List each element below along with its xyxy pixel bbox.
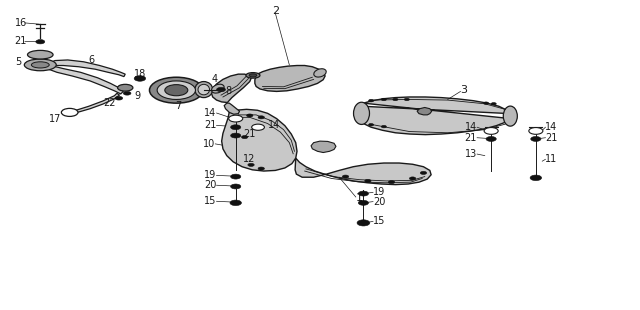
- Ellipse shape: [503, 106, 517, 126]
- Circle shape: [115, 96, 123, 100]
- Text: 15: 15: [373, 216, 385, 226]
- Text: 19: 19: [373, 187, 385, 197]
- Circle shape: [228, 115, 243, 122]
- Text: 13: 13: [465, 149, 477, 159]
- Text: 15: 15: [204, 196, 216, 206]
- Text: 10: 10: [203, 139, 215, 149]
- Ellipse shape: [353, 102, 369, 124]
- Polygon shape: [221, 109, 297, 171]
- Ellipse shape: [246, 73, 260, 78]
- Circle shape: [248, 163, 254, 166]
- Text: 12: 12: [243, 154, 256, 164]
- Circle shape: [157, 81, 195, 100]
- Text: 5: 5: [15, 57, 21, 67]
- Circle shape: [258, 116, 264, 119]
- Circle shape: [358, 191, 369, 196]
- Circle shape: [483, 102, 488, 104]
- Polygon shape: [211, 74, 251, 103]
- Text: 18: 18: [134, 69, 146, 79]
- Ellipse shape: [195, 82, 212, 98]
- Circle shape: [484, 127, 498, 134]
- Text: 21: 21: [204, 120, 216, 131]
- Text: 14: 14: [465, 122, 477, 132]
- Circle shape: [530, 175, 541, 181]
- Text: 19: 19: [204, 170, 216, 180]
- Text: 3: 3: [461, 85, 467, 95]
- Polygon shape: [255, 65, 325, 91]
- Circle shape: [404, 98, 410, 101]
- Ellipse shape: [198, 84, 209, 95]
- Circle shape: [357, 220, 370, 226]
- Polygon shape: [360, 97, 510, 135]
- Text: 21: 21: [465, 133, 477, 143]
- Circle shape: [230, 125, 241, 130]
- Circle shape: [230, 133, 241, 138]
- Text: 2: 2: [272, 6, 279, 16]
- Text: 21: 21: [545, 133, 558, 143]
- Circle shape: [150, 77, 203, 103]
- Circle shape: [369, 100, 374, 102]
- Circle shape: [258, 167, 264, 170]
- Circle shape: [529, 127, 543, 134]
- Circle shape: [420, 171, 427, 175]
- Circle shape: [410, 177, 416, 180]
- Text: 21: 21: [243, 129, 256, 139]
- Circle shape: [246, 114, 253, 117]
- Text: 14: 14: [204, 108, 216, 118]
- Polygon shape: [47, 64, 124, 94]
- Ellipse shape: [28, 51, 53, 59]
- Circle shape: [531, 136, 541, 141]
- Text: 22: 22: [103, 98, 115, 108]
- Circle shape: [216, 87, 225, 92]
- Circle shape: [491, 103, 496, 105]
- Text: 1: 1: [356, 193, 363, 203]
- Circle shape: [358, 200, 369, 205]
- Ellipse shape: [24, 59, 56, 71]
- Polygon shape: [311, 141, 336, 153]
- Circle shape: [230, 184, 241, 189]
- Text: 20: 20: [204, 180, 216, 190]
- Circle shape: [36, 40, 45, 44]
- Ellipse shape: [211, 84, 224, 93]
- Circle shape: [230, 200, 241, 206]
- Circle shape: [369, 123, 374, 126]
- Circle shape: [241, 135, 248, 139]
- Text: 16: 16: [15, 18, 27, 28]
- Circle shape: [486, 136, 496, 141]
- Text: 9: 9: [135, 91, 141, 101]
- Ellipse shape: [314, 69, 326, 77]
- Text: 6: 6: [88, 55, 95, 65]
- Ellipse shape: [31, 62, 49, 68]
- Ellipse shape: [118, 84, 133, 91]
- Text: 4: 4: [211, 74, 218, 84]
- Circle shape: [381, 98, 387, 101]
- Circle shape: [165, 85, 188, 96]
- Polygon shape: [51, 60, 125, 77]
- Circle shape: [252, 124, 264, 130]
- Text: 20: 20: [373, 197, 385, 206]
- Circle shape: [393, 98, 398, 101]
- Circle shape: [230, 174, 241, 179]
- Polygon shape: [295, 158, 431, 185]
- Circle shape: [365, 179, 371, 183]
- Polygon shape: [72, 93, 120, 114]
- Text: 14: 14: [545, 122, 557, 132]
- Circle shape: [124, 91, 131, 95]
- Polygon shape: [417, 108, 432, 115]
- Text: 11: 11: [545, 154, 557, 164]
- Circle shape: [134, 76, 146, 81]
- Text: 17: 17: [49, 113, 61, 124]
- Ellipse shape: [249, 74, 257, 77]
- Circle shape: [61, 108, 78, 117]
- Text: 7: 7: [175, 101, 181, 111]
- Text: 14: 14: [268, 120, 280, 131]
- Text: 8: 8: [225, 86, 232, 96]
- Circle shape: [342, 175, 349, 178]
- Text: 21: 21: [15, 37, 27, 46]
- Circle shape: [381, 125, 387, 128]
- Polygon shape: [224, 103, 239, 114]
- Circle shape: [388, 181, 395, 184]
